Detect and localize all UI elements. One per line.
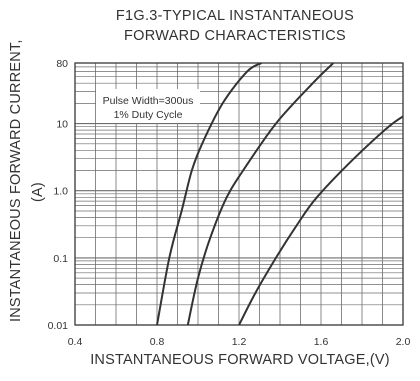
series-curve-3 <box>238 115 403 325</box>
x-tick-label: 0.4 <box>68 336 83 348</box>
y-tick-label: 80 <box>56 58 68 70</box>
y-tick-label: 10 <box>56 119 68 131</box>
x-tick-label: 1.6 <box>314 336 329 348</box>
series-curve-2 <box>186 63 335 325</box>
y-tick-label: 1.0 <box>53 186 68 198</box>
annotation-pulse-width: Pulse Width=300us <box>103 95 194 107</box>
x-tick-label: 2.0 <box>396 336 411 348</box>
chart-title-line2: FORWARD CHARACTERISTICS <box>124 28 346 44</box>
x-tick-label: 0.8 <box>150 336 165 348</box>
x-tick-label: 1.2 <box>232 336 247 348</box>
series-curve-1 <box>156 63 263 325</box>
annotation-duty-cycle: 1% Duty Cycle <box>114 109 183 121</box>
annotation-background <box>96 89 200 123</box>
y-tick-label: 0.1 <box>53 253 68 265</box>
y-tick-label: 0.01 <box>48 320 69 332</box>
chart-title: F1G.3-TYPICAL INSTANTANEOUS <box>115 8 355 24</box>
x-axis-label: INSTANTANEOUS FORWARD VOLTAGE,(V) <box>90 352 390 368</box>
